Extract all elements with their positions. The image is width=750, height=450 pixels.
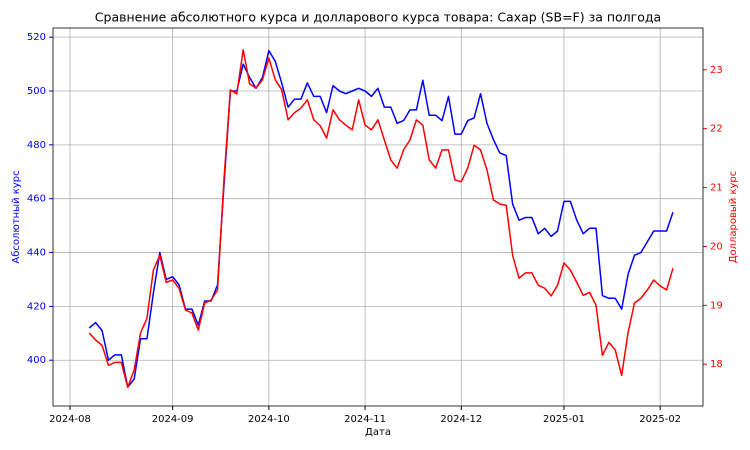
plot-frame	[52, 27, 704, 407]
x-tick-label: 2024-08	[49, 414, 91, 425]
y-tick-label: 400	[27, 355, 46, 366]
x-tick-label: 2025-02	[639, 414, 681, 425]
x-tick-label: 2024-12	[440, 414, 482, 425]
y-axis-label: Абсолютный курс	[11, 170, 22, 263]
y2-tick-label: 21	[710, 183, 723, 194]
y2-tick-label: 18	[710, 359, 723, 370]
x-tick-label: 2024-09	[152, 414, 194, 425]
y-tick-label: 480	[27, 140, 46, 151]
x-axis-label: Дата	[365, 427, 391, 438]
y2-tick-label: 22	[710, 124, 723, 135]
chart-title: Сравнение абсолютного курса и долларовог…	[95, 10, 661, 25]
data-line	[88, 49, 674, 388]
y-tick-label: 440	[27, 248, 46, 259]
x-tick-label: 2024-10	[248, 414, 290, 425]
y2-tick-label: 20	[710, 241, 723, 252]
x-tick-label: 2024-11	[344, 414, 386, 425]
y-tick-label: 520	[27, 32, 46, 43]
y-tick-label: 500	[27, 86, 46, 97]
x-tick-label: 2025-01	[543, 414, 585, 425]
y2-tick-label: 23	[710, 65, 723, 76]
y-tick-label: 460	[27, 194, 46, 205]
y2-axis-label: Долларовый курс	[728, 171, 739, 264]
y2-tick-label: 19	[710, 300, 723, 311]
data-line	[88, 49, 674, 388]
y-tick-label: 420	[27, 301, 46, 312]
